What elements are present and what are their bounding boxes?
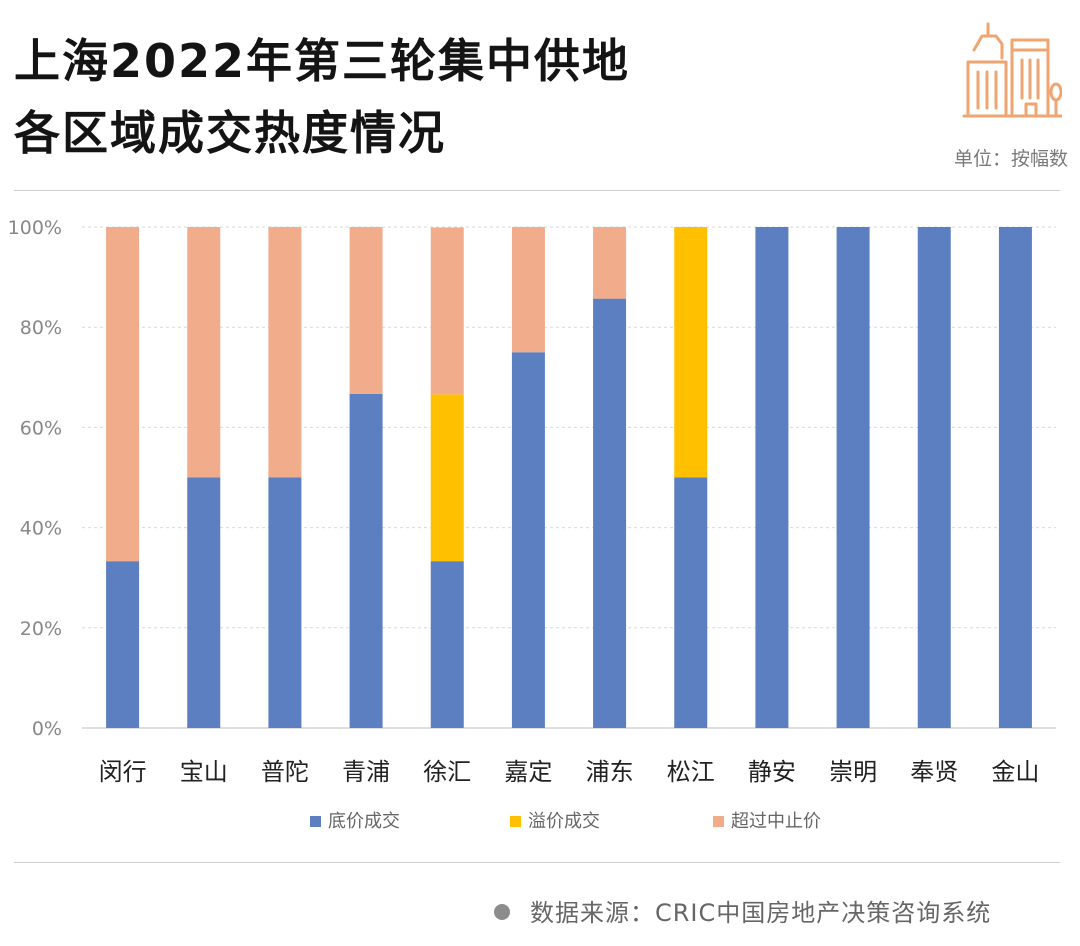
bar-segment xyxy=(674,477,708,728)
data-source-text: 数据来源：CRIC中国房地产决策咨询系统 xyxy=(530,899,992,927)
bar-segment xyxy=(106,561,140,728)
x-tick-label: 松江 xyxy=(667,758,715,786)
bar-segment xyxy=(430,394,464,562)
legend-label: 底价成交 xyxy=(328,811,400,832)
footer-divider xyxy=(14,862,1060,863)
x-tick-label: 宝山 xyxy=(180,758,228,786)
x-tick-label: 浦东 xyxy=(586,758,634,786)
legend-swatch xyxy=(510,816,521,827)
y-tick-label: 100% xyxy=(8,217,62,239)
x-tick-label: 青浦 xyxy=(342,758,390,786)
bar-segment xyxy=(917,227,951,728)
bar-segment xyxy=(349,393,383,728)
x-tick-label: 嘉定 xyxy=(504,758,552,786)
legend-label: 溢价成交 xyxy=(528,811,600,832)
y-tick-label: 40% xyxy=(20,518,62,540)
x-tick-label: 闵行 xyxy=(99,758,147,786)
y-tick-label: 60% xyxy=(20,417,62,439)
bar-segment xyxy=(106,227,140,562)
header-divider xyxy=(14,190,1060,191)
y-tick-label: 80% xyxy=(20,317,62,339)
x-tick-label: 崇明 xyxy=(829,758,877,786)
bar-segment xyxy=(593,227,627,299)
bar-segment xyxy=(511,227,545,353)
page-title-line-1: 上海2022年第三轮集中供地 xyxy=(14,34,631,88)
legend-label: 超过中止价 xyxy=(731,811,821,832)
city-buildings-icon xyxy=(962,22,1062,118)
bar-segment xyxy=(268,477,302,728)
bar-segment xyxy=(755,227,789,728)
legend-swatch xyxy=(713,816,724,827)
x-tick-label: 普陀 xyxy=(261,758,309,786)
x-tick-label: 奉贤 xyxy=(910,758,958,786)
y-tick-label: 0% xyxy=(32,718,62,740)
bar-segment xyxy=(187,227,221,478)
bullet-icon xyxy=(494,904,510,920)
x-tick-label: 静安 xyxy=(748,758,796,786)
bar-segment xyxy=(511,352,545,728)
unit-label: 单位：按幅数 xyxy=(953,148,1068,170)
bar-segment xyxy=(349,227,383,394)
bar-segment xyxy=(187,477,221,728)
bar-segment xyxy=(674,227,708,478)
bar-segment xyxy=(998,227,1032,728)
page-title-line-2: 各区域成交热度情况 xyxy=(14,106,446,160)
bar-segment xyxy=(836,227,870,728)
bar-segment xyxy=(430,227,464,395)
legend-swatch xyxy=(310,816,321,827)
stacked-bar-chart: 0% 20% 40% 60% 80% 100% 闵行 宝山 普陀 青浦 徐汇 嘉定 浦东 松江 静安 崇明 奉贤… xyxy=(8,217,1056,832)
x-tick-label: 徐汇 xyxy=(423,758,471,786)
bar-segment xyxy=(593,298,627,728)
x-tick-label: 金山 xyxy=(991,758,1039,786)
y-tick-label: 20% xyxy=(20,618,62,640)
bar-segment xyxy=(430,561,464,728)
bar-segment xyxy=(268,227,302,478)
data-source: 数据来源：CRIC中国房地产决策咨询系统 xyxy=(494,893,991,928)
